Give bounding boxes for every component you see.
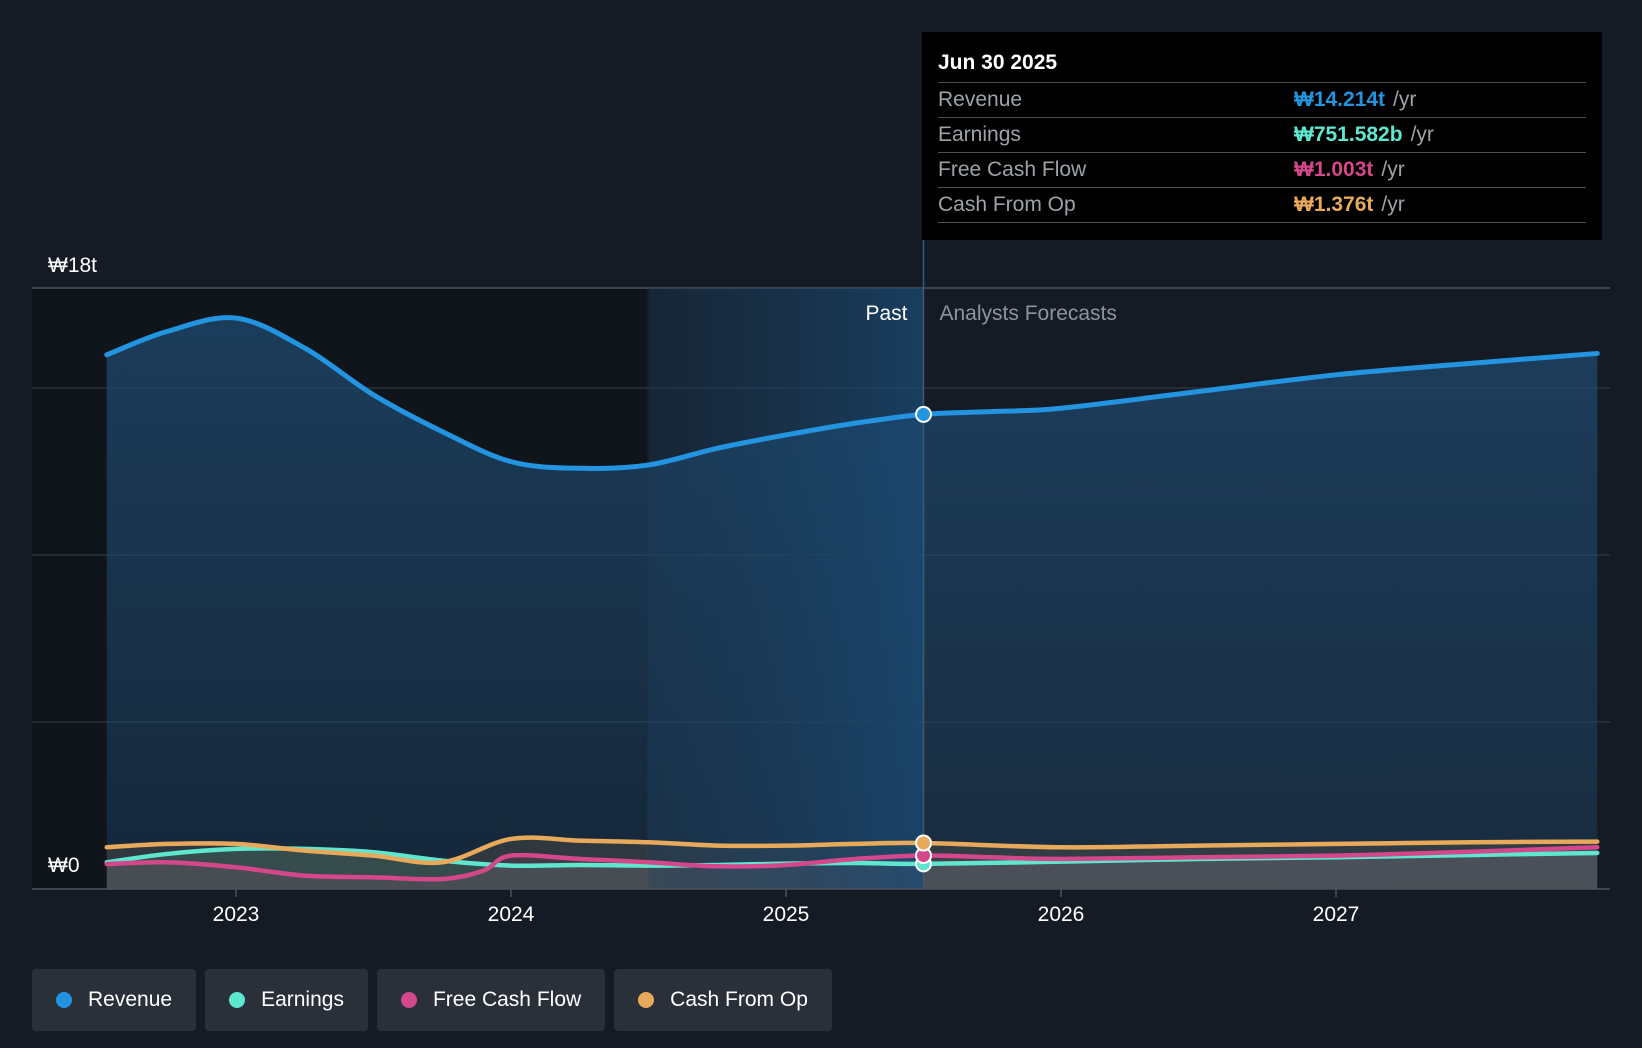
- forecast-label: Analysts Forecasts: [940, 302, 1117, 325]
- legend-item-cash-from-op[interactable]: Cash From Op: [614, 969, 832, 1031]
- tooltip-row-unit: /yr: [1381, 193, 1405, 216]
- tooltip-row-earnings: Earnings ₩751.582b /yr: [938, 117, 1586, 152]
- tooltip-row-cash-from-op: Cash From Op ₩1.376t /yr: [938, 187, 1586, 223]
- tooltip-row-label: Free Cash Flow: [938, 158, 1087, 181]
- series-line-cash-from-op: [104, 835, 1600, 866]
- x-tick-label: 2027: [1313, 903, 1360, 926]
- legend-label: Earnings: [261, 988, 344, 1011]
- legend-item-earnings[interactable]: Earnings: [205, 969, 368, 1031]
- tooltip-row-label: Cash From Op: [938, 193, 1076, 216]
- x-tick-label: 2023: [213, 903, 260, 926]
- free-cash-flow-dot-icon: [400, 992, 417, 1008]
- tooltip-row-label: Earnings: [938, 123, 1021, 146]
- tooltip-row-label: Revenue: [938, 88, 1023, 111]
- tooltip-row-value: ₩1.003t: [1294, 158, 1374, 181]
- tooltip-row-unit: /yr: [1410, 123, 1434, 146]
- legend-label: Cash From Op: [670, 988, 808, 1011]
- x-tick-label: 2025: [763, 903, 810, 926]
- tooltip-row-value: ₩751.582b: [1294, 123, 1403, 146]
- revenue-dot-icon: [56, 992, 72, 1008]
- series-line-revenue: [104, 315, 1600, 471]
- marker-cash-from-op[interactable]: [915, 834, 932, 852]
- series-line-free-cash-flow: [104, 845, 1600, 882]
- marker-revenue[interactable]: [915, 405, 932, 423]
- tooltip-row-unit: /yr: [1393, 88, 1417, 111]
- y-axis-top-label: ₩18t: [48, 254, 97, 277]
- series-markers: [915, 405, 932, 873]
- x-tick-label: 2024: [488, 903, 535, 926]
- legend-item-free-cash-flow[interactable]: Free Cash Flow: [376, 969, 606, 1031]
- chart-legend: Revenue Earnings Free Cash Flow Cash Fro…: [32, 969, 832, 1031]
- tooltip-row-unit: /yr: [1381, 158, 1405, 181]
- y-axis-bottom-label: ₩0: [48, 854, 80, 877]
- tooltip-date: Jun 30 2025: [938, 51, 1058, 74]
- legend-label: Revenue: [88, 988, 173, 1011]
- series-lines: [104, 315, 1600, 882]
- cash-from-op-dot-icon: [638, 992, 655, 1008]
- tooltip-row-value: ₩14.214t: [1294, 88, 1386, 111]
- tooltip-row-value: ₩1.376t: [1294, 193, 1374, 216]
- legend-label: Free Cash Flow: [432, 988, 582, 1011]
- x-axis: 2023 2024 2025 2026 2027: [32, 888, 1610, 926]
- earnings-dot-icon: [229, 992, 246, 1008]
- past-label: Past: [865, 302, 907, 325]
- data-tooltip: Jun 30 2025 Revenue ₩14.214t /yr Earning…: [922, 32, 1602, 240]
- past-shade: [648, 288, 924, 889]
- tooltip-row-revenue: Revenue ₩14.214t /yr: [938, 82, 1586, 117]
- tooltip-row-free-cash-flow: Free Cash Flow ₩1.003t /yr: [938, 152, 1586, 187]
- legend-item-revenue[interactable]: Revenue: [32, 969, 197, 1031]
- x-tick-label: 2026: [1038, 903, 1085, 926]
